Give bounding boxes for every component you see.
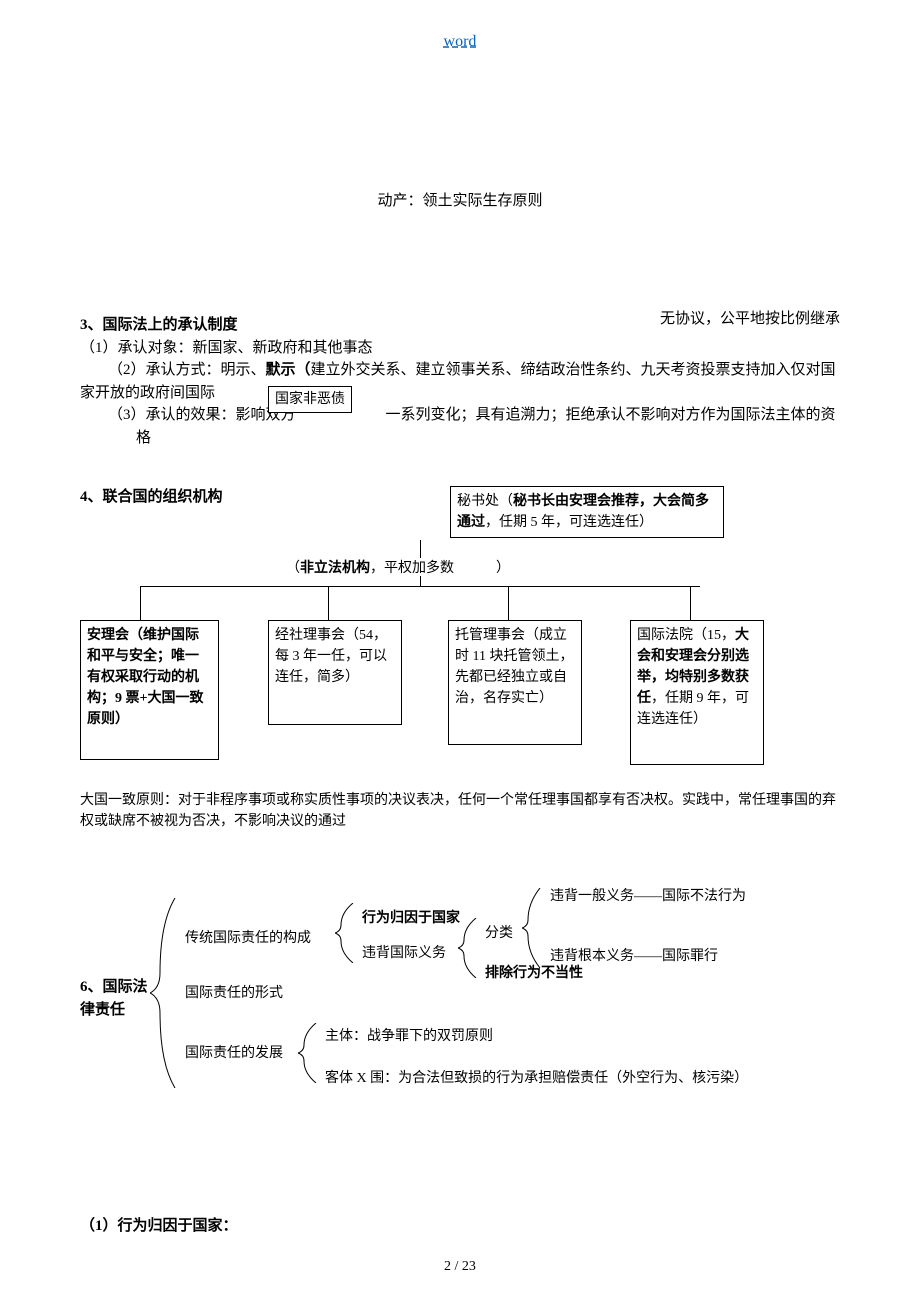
- icj-box: 国际法院（15，大会和安理会分别选举，均特别多数获任，任期 9 年，可连选连任）: [630, 620, 764, 765]
- b4c: ，任期 9 年，可连选连任）: [637, 691, 749, 727]
- subsection-1: （1）行为归因于国家：: [80, 1215, 238, 1238]
- trusteeship-box: 托管理事会（成立时 11 块托管领土，先都已经独立或自治，名存实亡）: [448, 620, 582, 745]
- ecosoc-box: 经社理事会（54，每 3 年一任，可以连任，简多）: [268, 620, 402, 725]
- section-3-title: 3、国际法上的承认制度: [80, 314, 840, 337]
- general-obligation: 违背一般义务——国际不法行为: [550, 886, 746, 907]
- subject-war-crime: 主体：战争罪下的双罚原则: [325, 1026, 493, 1047]
- connector: [140, 586, 700, 587]
- sec3-p1: （1）承认对象：新国家、新政府和其他事态: [80, 337, 840, 360]
- connector: [508, 586, 509, 620]
- connector: [140, 586, 141, 620]
- callout-non-odious-debt: 国家非恶债: [268, 386, 352, 413]
- b1-text: 安理会（维护国际和平与安全；唯一有权采取行动的机构；9 票+大国一致原则）: [87, 628, 203, 727]
- security-council-box: 安理会（维护国际和平与安全；唯一有权采取行动的机构；9 票+大国一致原则）: [80, 620, 219, 760]
- attr-to-state: 行为归因于国家: [362, 908, 460, 929]
- nonleg-c: ，平权加多数 ）: [370, 561, 510, 576]
- resp-dev: 国际责任的发展: [185, 1043, 283, 1064]
- connector: [420, 576, 421, 586]
- sec3-p2: （2）承认方式：明示、默示（建立外交关系、建立领事关系、缔结政治性条约、九天考资…: [80, 359, 840, 404]
- section-6-tree: 传统国际责任的构成 国际责任的形式 国际责任的发展 行为归因于国家 违背国际义务…: [80, 868, 860, 1118]
- breach-obligation: 违背国际义务: [362, 943, 446, 964]
- header-word: word: [0, 30, 920, 54]
- sec3-p2a: （2）承认方式：明示、: [108, 362, 266, 378]
- secbox-c: ，任期 5 年，可连选连任）: [485, 515, 653, 530]
- sec3-p2b: 默示（: [266, 362, 311, 378]
- page: word 动产：领土实际生存原则 无协议，公平地按比例继承 3、国际法上的承认制…: [0, 0, 920, 1302]
- secbox-a: 秘书处（: [457, 494, 513, 509]
- nonleg-b: 非立法机构: [300, 561, 370, 576]
- classification-label: 分类: [485, 923, 513, 944]
- connector: [328, 586, 329, 620]
- movable-property-line: 动产：领土实际生存原则: [0, 190, 920, 213]
- non-legislative-label: （非立法机构，平权加多数 ）: [286, 558, 510, 579]
- nonleg-a: （: [286, 561, 300, 576]
- b4a: 国际法院（15，: [637, 628, 735, 643]
- connector: [420, 540, 421, 558]
- object-scope: 客体 X 围：为合法但致损的行为承担赔偿责任（外空行为、核污染）: [325, 1068, 748, 1089]
- section-4-note: 大国一致原则：对于非程序事项或称实质性事项的决议表决，任何一个常任理事国都享有否…: [80, 790, 840, 832]
- sec3-p3-text: （3）承认的效果：影响双方 一系列变化；具有追溯力；拒绝承认不影响对方作为国际法…: [108, 407, 836, 446]
- resp-form: 国际责任的形式: [185, 983, 283, 1004]
- sec3-p3: （3）承认的效果：影响双方 一系列变化；具有追溯力；拒绝承认不影响对方作为国际法…: [108, 404, 840, 449]
- brace-icon: [298, 1023, 320, 1083]
- brace-icon: [522, 888, 544, 968]
- connector: [690, 586, 691, 620]
- fundamental-obligation: 违背根本义务——国际罪行: [550, 946, 718, 967]
- trad-resp: 传统国际责任的构成: [185, 928, 311, 949]
- section-3: 3、国际法上的承认制度 （1）承认对象：新国家、新政府和其他事态 （2）承认方式…: [80, 314, 840, 449]
- brace-icon: [150, 898, 180, 1088]
- brace-icon: [458, 918, 480, 978]
- secretariat-box: 秘书处（秘书长由安理会推荐，大会简多通过，任期 5 年，可连选连任）: [450, 486, 724, 538]
- section-4-title: 4、联合国的组织机构: [80, 486, 223, 509]
- brace-icon: [335, 903, 357, 963]
- page-number: 2 / 23: [0, 1256, 920, 1277]
